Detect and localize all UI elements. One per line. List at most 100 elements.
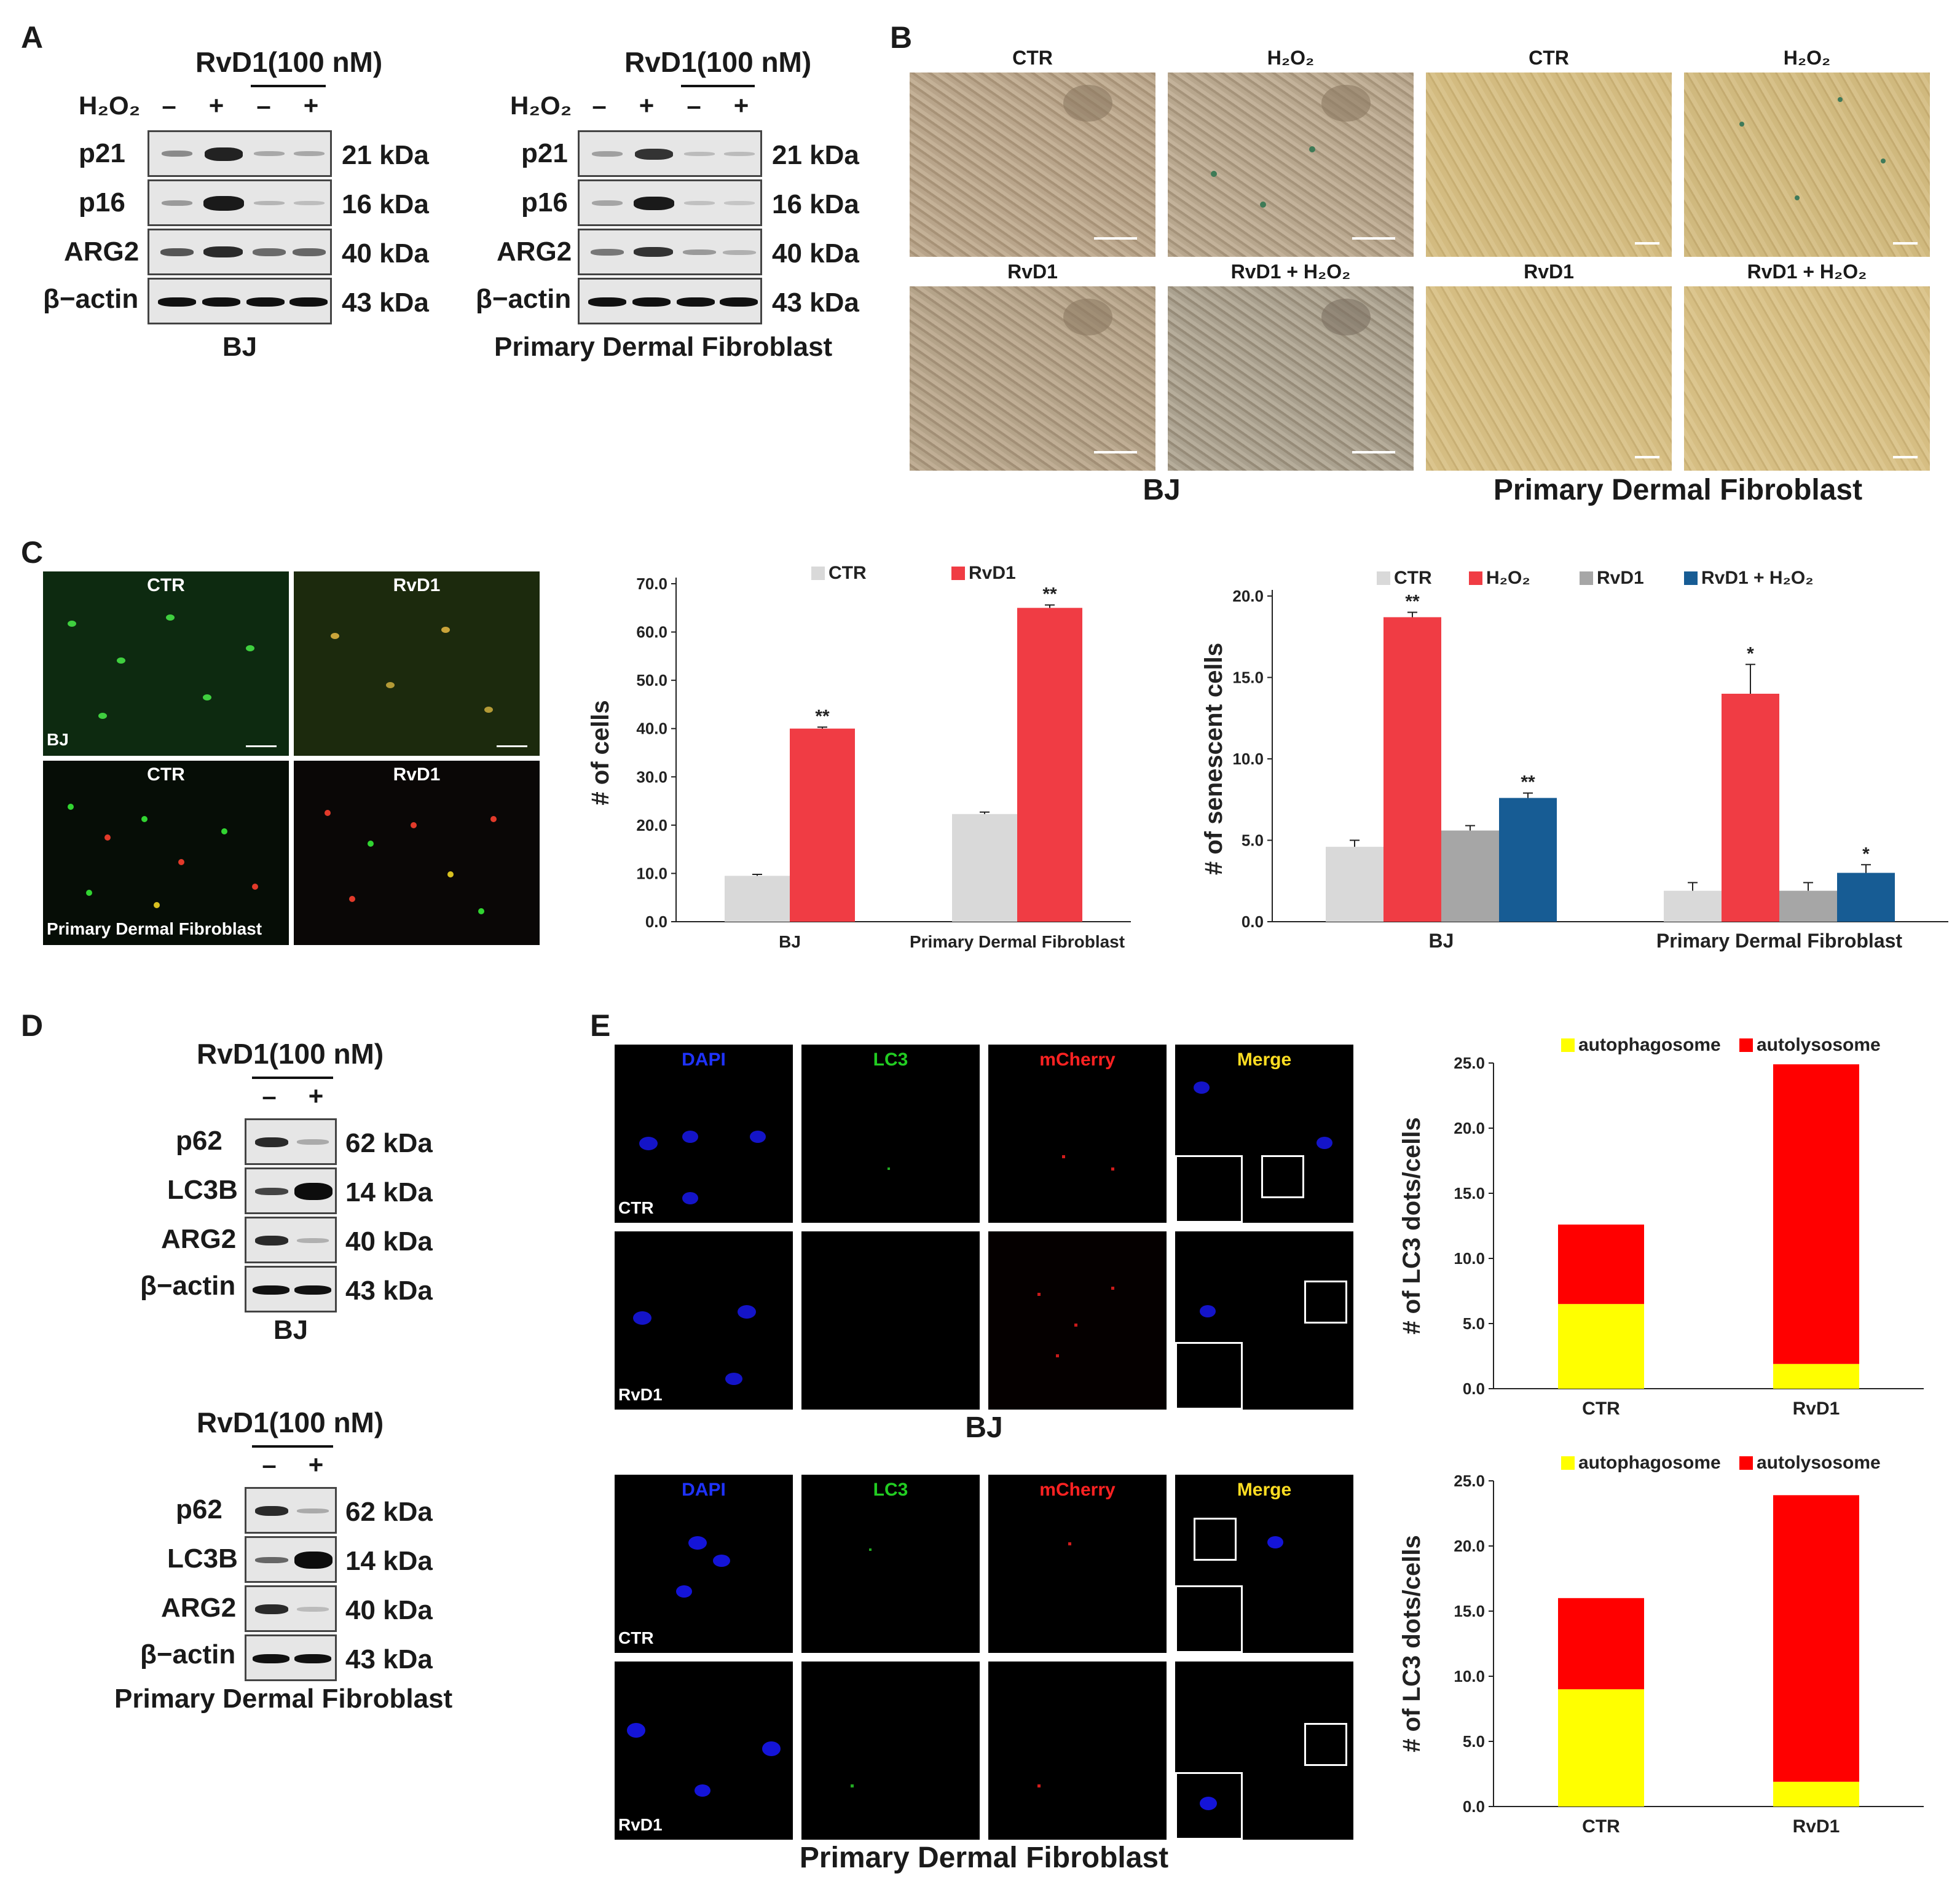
lane-1: – — [592, 91, 607, 120]
cell-label-bj: BJ — [222, 332, 258, 362]
image-e-bj-rvd1-merge — [1175, 1231, 1353, 1410]
image-e-pdf-ctr-merge: Merge — [1175, 1475, 1353, 1653]
category-label: RvD1 — [1793, 1399, 1840, 1419]
treatment-label: RvD1(100 nM) — [195, 46, 383, 78]
label-pdf: Primary Dermal Fibroblast — [799, 1842, 1169, 1874]
bar-autolysosome-0 — [1558, 1598, 1644, 1690]
lane-1: – — [262, 1450, 277, 1479]
bar-rvd1-1 — [1017, 608, 1082, 922]
bar-rvd1-0 — [790, 728, 855, 922]
size-arg2: 40 kDa — [345, 1226, 433, 1257]
category-label: Primary Dermal Fibroblast — [910, 932, 1125, 951]
blot-strip-lc3b — [245, 1536, 337, 1583]
image-c-pdf-rvd1: RvD1 — [294, 761, 540, 945]
label-pdf-ctr: CTR — [1529, 47, 1569, 69]
blot-strip-arg2 — [578, 229, 762, 275]
label-bj-rvd1: RvD1 — [1007, 261, 1058, 283]
cell-line-label: BJ — [47, 730, 69, 749]
y-tick-label: 60.0 — [636, 623, 667, 641]
blot-strip-p16 — [578, 179, 762, 226]
y-tick-label: 15.0 — [1232, 669, 1264, 687]
image-e-bj-rvd1-lc3 — [801, 1231, 980, 1410]
legend-swatch — [1561, 1038, 1575, 1052]
image-e-pdf-ctr-lc3: LC3 — [801, 1475, 980, 1653]
protein-arg2: ARG2 — [497, 237, 572, 267]
legend-swatch — [1739, 1038, 1753, 1052]
blot-strip-arg2 — [245, 1585, 337, 1632]
cell-label-pdf: Primary Dermal Fibroblast — [114, 1684, 453, 1714]
size-actin: 43 kDa — [345, 1276, 433, 1306]
y-tick-label: 15.0 — [1454, 1184, 1485, 1203]
label-bj: BJ — [965, 1411, 1003, 1444]
row-label: CTR — [618, 1198, 654, 1217]
panel-letter-d: D — [21, 1008, 44, 1043]
legend-label: autolysosome — [1757, 1453, 1881, 1473]
legend-label: CTR — [828, 563, 867, 583]
blot-strip-actin — [148, 278, 332, 324]
bar-autophagosome-0 — [1558, 1689, 1644, 1807]
y-tick-label: 25.0 — [1454, 1054, 1485, 1072]
legend-label: autophagosome — [1578, 1035, 1721, 1055]
channel-label: mCherry — [1039, 1050, 1116, 1070]
protein-actin: β−actin — [140, 1271, 236, 1301]
bar-h-o--0 — [1383, 617, 1441, 922]
y-tick-label: 0.0 — [1242, 912, 1264, 931]
protein-p62: p62 — [176, 1494, 222, 1524]
treatment-bracket — [252, 1077, 333, 1079]
y-tick-label: 10.0 — [1454, 1249, 1485, 1268]
treatment-bracket — [251, 85, 326, 87]
y-axis-label: # of senescent cells — [1200, 643, 1227, 875]
y-tick-label: 10.0 — [636, 864, 667, 882]
legend-label: RvD1 — [969, 563, 1016, 583]
bar-rvd1-h-o--1 — [1837, 873, 1895, 922]
legend-label: H₂O₂ — [1486, 568, 1530, 588]
y-tick-label: 0.0 — [1463, 1379, 1485, 1398]
label: RvD1 — [393, 575, 441, 595]
y-tick-label: 40.0 — [636, 720, 667, 738]
panel-e-bj-images: DAPI CTR LC3 mCherry Merge RvD1 — [615, 1045, 1364, 1450]
label: CTR — [147, 575, 185, 595]
h2o2-label: H₂O₂ — [510, 91, 572, 120]
image-e-bj-rvd1-dapi: RvD1 — [615, 1231, 793, 1410]
lane-4: + — [303, 91, 319, 120]
label-pdf-rvd1: RvD1 — [1524, 261, 1574, 283]
channel-label: mCherry — [1039, 1480, 1116, 1500]
image-e-bj-ctr-lc3: LC3 — [801, 1045, 980, 1223]
treatment-label: RvD1(100 nM) — [624, 46, 812, 78]
image-e-bj-ctr-mcherry: mCherry — [988, 1045, 1167, 1223]
legend-swatch — [1684, 571, 1698, 585]
size-p62: 62 kDa — [345, 1497, 433, 1527]
category-label: Primary Dermal Fibroblast — [1656, 930, 1902, 952]
blot-strip-p62 — [245, 1118, 337, 1165]
treatment-label: RvD1(100 nM) — [197, 1038, 384, 1070]
size-p21: 21 kDa — [342, 140, 429, 170]
image-bj-rvd1-h2o2 — [1168, 286, 1414, 471]
protein-p16: p16 — [521, 187, 568, 218]
legend-swatch — [1377, 571, 1390, 585]
image-e-bj-ctr-merge: Merge — [1175, 1045, 1353, 1223]
legend-swatch — [811, 567, 825, 580]
image-pdf-h2o2 — [1684, 73, 1930, 257]
bar-h-o--1 — [1722, 694, 1779, 922]
row-label: CTR — [618, 1628, 654, 1647]
y-tick-label: 25.0 — [1454, 1472, 1485, 1490]
protein-p21: p21 — [521, 138, 568, 168]
y-tick-label: 5.0 — [1242, 831, 1264, 850]
size-p16: 16 kDa — [772, 189, 859, 219]
legend-label: RvD1 — [1597, 568, 1644, 588]
lane-3: – — [687, 91, 701, 120]
image-e-pdf-ctr-mcherry: mCherry — [988, 1475, 1167, 1653]
significance-marker: ** — [1521, 772, 1535, 793]
bar-autolysosome-0 — [1558, 1224, 1644, 1305]
bar-autolysosome-1 — [1773, 1495, 1859, 1782]
chart-lc3-pdf: 0.0 5.0 10.0 15.0 20.0 25.0 # of LC3 dots/cell… — [1398, 1453, 1924, 1837]
cell-label-bj: BJ — [273, 1315, 309, 1345]
chart-lc3-bj: 0.0 5.0 10.0 15.0 20.0 25.0 # of LC3 dots/cell… — [1398, 1035, 1924, 1419]
protein-lc3b: LC3B — [167, 1544, 238, 1574]
size-p21: 21 kDa — [772, 140, 859, 170]
blot-strip-actin — [578, 278, 762, 324]
category-label: RvD1 — [1793, 1816, 1840, 1837]
blot-d-pdf: RvD1(100 nM) – + p62 LC3B ARG2 β−actin 6… — [0, 1401, 492, 1745]
legend-swatch — [1580, 571, 1593, 585]
protein-p21: p21 — [79, 138, 125, 168]
